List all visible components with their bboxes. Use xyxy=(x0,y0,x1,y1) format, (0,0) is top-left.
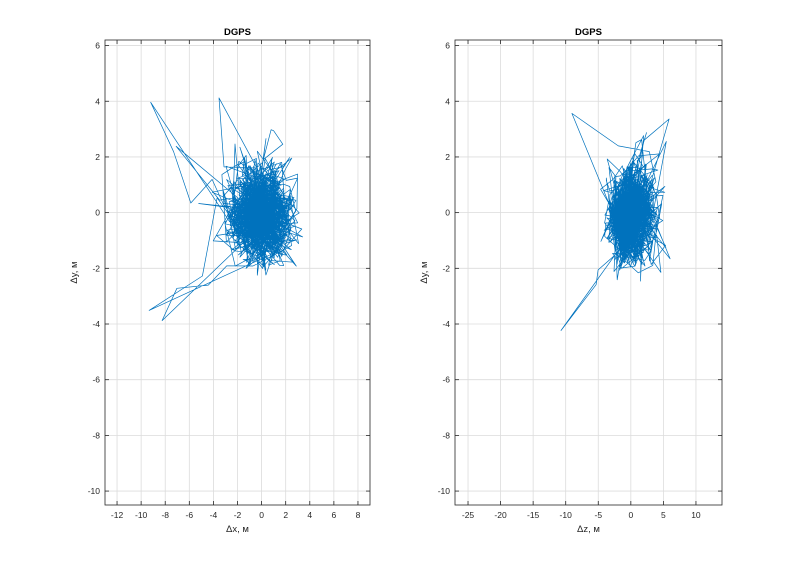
x-tick-label: -8 xyxy=(161,510,169,520)
y-tick-label: 0 xyxy=(445,208,450,218)
x-tick-label: -10 xyxy=(135,510,148,520)
y-tick-label: 6 xyxy=(445,41,450,51)
x-tick-label: -10 xyxy=(560,510,573,520)
x-tick-label: 0 xyxy=(628,510,633,520)
y-tick-label: 6 xyxy=(95,41,100,51)
x-tick-label: -5 xyxy=(594,510,602,520)
y-tick-label: 4 xyxy=(445,96,450,106)
y-tick-label: -6 xyxy=(92,375,100,385)
chart-title: DGPS xyxy=(224,27,251,38)
x-tick-label: -6 xyxy=(186,510,194,520)
chart-panel-right: -25 -20 -15 -10 -5 0 5 10-10-8-6-4-20246DGPSΔz,… xyxy=(419,27,723,535)
x-tick-label: 4 xyxy=(307,510,312,520)
x-tick-label: 10 xyxy=(691,510,701,520)
x-tick-label: 8 xyxy=(356,510,361,520)
y-tick-label: -8 xyxy=(92,430,100,440)
x-tick-label: -20 xyxy=(494,510,507,520)
trajectory-series-line xyxy=(148,97,304,321)
y-tick-label: -4 xyxy=(442,319,450,329)
x-tick-label: -12 xyxy=(111,510,124,520)
x-tick-label: 6 xyxy=(331,510,336,520)
y-tick-label: -6 xyxy=(442,375,450,385)
chart-panel-left: -12 -10 -8 -6 -4 -2 0 2 4 6 8 -10 -8 -6 -4 -2 0 2 4 6 DGPS Δx… xyxy=(69,27,371,535)
x-axis-label: Δz, м xyxy=(577,524,600,535)
trajectory-series-line xyxy=(560,113,671,331)
y-tick-label: 2 xyxy=(445,152,450,162)
y-axis-label: Δy, м xyxy=(419,261,430,283)
plot-area xyxy=(455,40,722,505)
x-tick-label: 0 xyxy=(259,510,264,520)
y-tick-label: -10 xyxy=(88,486,101,496)
axes-box xyxy=(454,39,723,506)
x-axis-label: Δx, м xyxy=(226,524,249,535)
y-tick-label: -4 xyxy=(92,319,100,329)
y-axis-label: Δy, м xyxy=(69,261,80,283)
x-tick-label: 2 xyxy=(283,510,288,520)
y-tick-label: -10 xyxy=(438,486,451,496)
y-tick-label: 2 xyxy=(95,152,100,162)
y-tick-label: 4 xyxy=(95,96,100,106)
y-tick-label: -2 xyxy=(442,263,450,273)
y-tick-label: -8 xyxy=(442,430,450,440)
x-tick-label: -4 xyxy=(210,510,218,520)
x-tick-label: -15 xyxy=(527,510,540,520)
chart-title: DGPS xyxy=(575,27,602,38)
x-tick-label: -25 xyxy=(462,510,475,520)
y-tick-label: -2 xyxy=(92,263,100,273)
x-tick-label: 5 xyxy=(661,510,666,520)
x-tick-label: -2 xyxy=(234,510,242,520)
y-tick-label: 0 xyxy=(95,208,100,218)
